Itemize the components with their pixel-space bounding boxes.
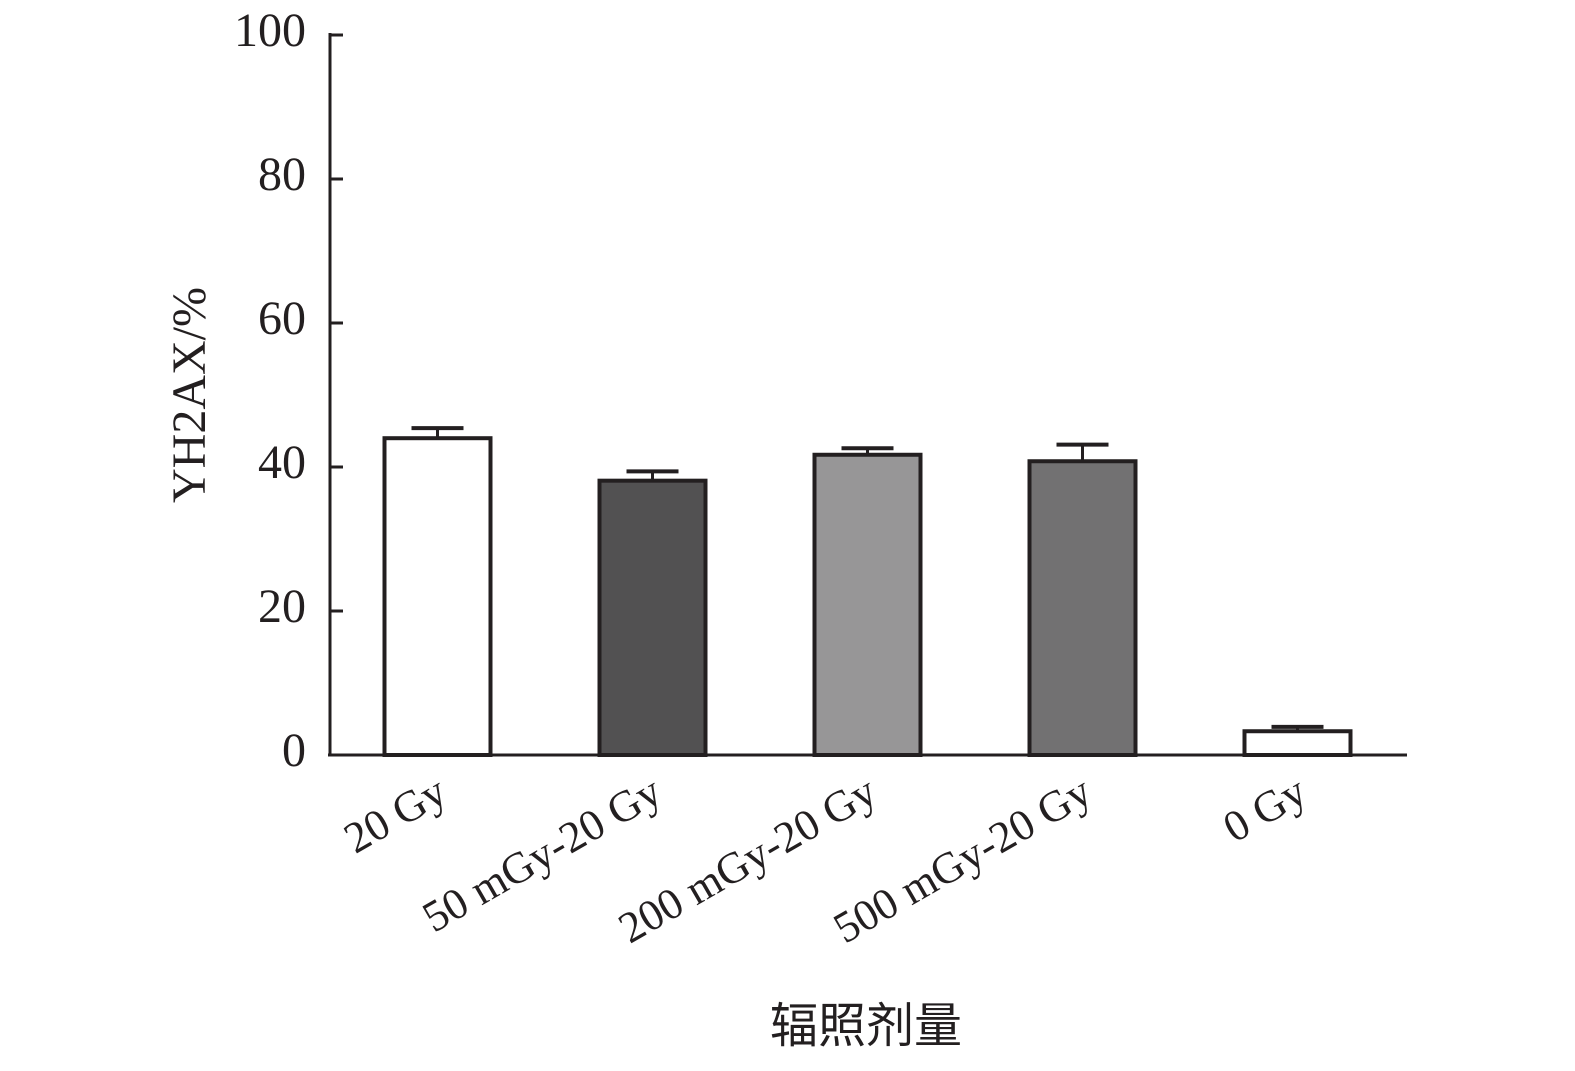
- y-axis-title: YH2AX/%: [163, 287, 216, 503]
- y-tick-label: 80: [258, 148, 306, 201]
- y-tick-label: 40: [258, 436, 306, 489]
- bar: [382, 436, 493, 757]
- y-tick-label: 0: [282, 724, 306, 777]
- y-tick-label: 60: [258, 292, 306, 345]
- bar: [812, 452, 923, 757]
- bar: [1027, 459, 1138, 757]
- y-tick-label: 20: [258, 580, 306, 633]
- bar: [597, 478, 708, 757]
- x-axis-title: 辐照剂量: [770, 1000, 962, 1053]
- x-tick-label: 0 Gy: [1215, 766, 1315, 852]
- x-tick-label: 20 Gy: [336, 766, 455, 863]
- bar: [1242, 729, 1353, 757]
- y-tick-label: 100: [234, 4, 306, 57]
